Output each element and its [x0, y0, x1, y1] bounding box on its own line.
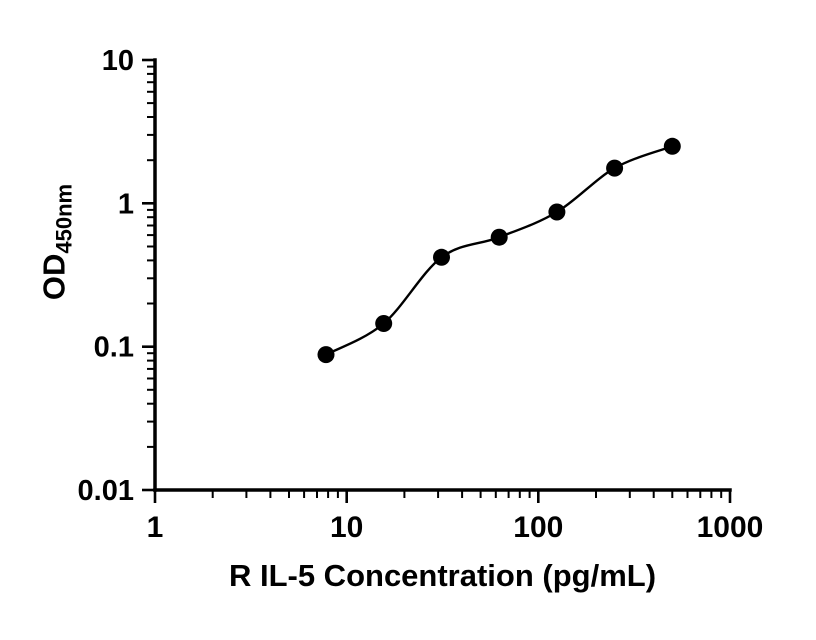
minor-ticks — [147, 65, 723, 498]
y-tick-label: 0.01 — [78, 475, 134, 507]
y-axis-label-subscript: 450nm — [51, 183, 77, 254]
x-tick-label: 100 — [513, 511, 563, 544]
data-point — [317, 346, 335, 364]
y-axis-label: OD450nm — [37, 184, 78, 300]
x-axis-label: R IL-5 Concentration (pg/mL) — [228, 558, 657, 593]
data-point — [663, 137, 681, 155]
x-tick-label: 1000 — [697, 511, 764, 544]
data-point — [375, 315, 393, 332]
data-point — [548, 203, 566, 221]
data-points — [317, 137, 681, 364]
x-tick-label: 10 — [330, 511, 363, 544]
y-tick-label: 0.1 — [94, 332, 134, 364]
data-point — [606, 159, 624, 177]
x-tick-label: 1 — [147, 511, 164, 544]
y-tick-label: 10 — [102, 45, 134, 77]
major-ticks — [142, 58, 732, 503]
axes — [153, 58, 732, 492]
tick-labels: 1 10 100 1000 0.01 0.1 1 10 — [78, 45, 764, 544]
y-axis-label-main: OD — [36, 253, 72, 301]
data-point — [433, 248, 450, 266]
data-point — [490, 228, 508, 246]
y-tick-label: 1 — [118, 188, 134, 220]
